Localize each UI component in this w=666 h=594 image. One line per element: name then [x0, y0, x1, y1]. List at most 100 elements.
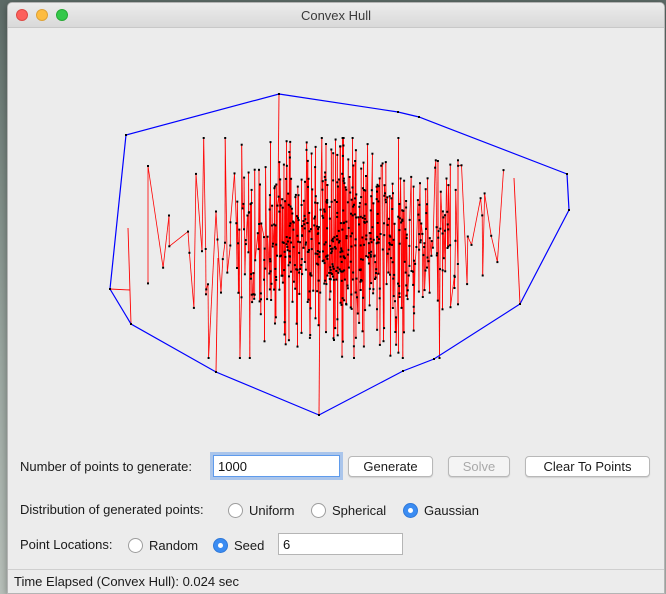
- point-marker: [241, 207, 244, 210]
- point-marker: [386, 196, 389, 199]
- point-marker: [374, 261, 377, 264]
- distribution-label: Distribution of generated points:: [20, 502, 204, 517]
- point-marker: [305, 148, 308, 151]
- point-marker: [381, 248, 384, 251]
- connection-line: [471, 198, 481, 245]
- point-marker: [378, 238, 380, 241]
- point-marker: [352, 164, 355, 167]
- point-marker: [342, 177, 345, 180]
- point-marker: [453, 275, 456, 278]
- point-marker: [328, 271, 331, 274]
- point-marker: [125, 134, 127, 136]
- point-marker: [221, 258, 224, 261]
- point-marker: [207, 283, 209, 286]
- minimize-window-button[interactable]: [36, 9, 48, 21]
- connection-line: [215, 257, 219, 373]
- point-marker: [263, 247, 266, 250]
- point-marker: [331, 237, 334, 240]
- point-marker: [295, 322, 298, 325]
- point-marker: [317, 263, 320, 266]
- point-marker: [412, 305, 415, 308]
- point-marker: [204, 248, 207, 250]
- clear-to-points-button[interactable]: Clear To Points: [525, 456, 650, 477]
- point-marker: [447, 184, 450, 187]
- point-marker: [300, 204, 303, 206]
- point-marker: [330, 239, 333, 242]
- points-count-input[interactable]: [213, 455, 340, 477]
- point-marker: [423, 289, 426, 292]
- point-marker: [376, 308, 378, 311]
- point-marker: [294, 196, 297, 199]
- point-marker: [288, 151, 291, 153]
- point-marker: [343, 269, 346, 272]
- point-marker: [354, 244, 357, 247]
- point-marker: [317, 226, 320, 229]
- point-marker: [296, 345, 299, 348]
- generate-button[interactable]: Generate: [348, 456, 433, 477]
- point-marker: [436, 252, 439, 255]
- solve-button[interactable]: Solve: [448, 456, 510, 477]
- point-marker: [286, 240, 289, 243]
- radio-indicator: [403, 503, 418, 518]
- point-marker: [357, 216, 360, 219]
- point-marker: [423, 242, 426, 245]
- point-marker: [147, 165, 149, 167]
- point-marker: [457, 164, 460, 167]
- point-marker: [298, 292, 301, 295]
- point-marker: [333, 339, 335, 341]
- point-marker: [299, 268, 302, 270]
- title-bar[interactable]: Convex Hull: [8, 3, 664, 28]
- connection-line: [513, 177, 521, 305]
- distribution-spherical-radio[interactable]: Spherical: [311, 502, 396, 520]
- point-marker: [309, 334, 312, 336]
- point-marker: [389, 235, 392, 238]
- point-marker: [453, 287, 456, 289]
- point-marker: [338, 240, 341, 242]
- point-marker: [340, 279, 343, 282]
- connection-line: [195, 173, 203, 252]
- point-marker: [341, 172, 344, 175]
- location-seed-radio[interactable]: Seed: [213, 537, 273, 555]
- point-marker: [268, 208, 271, 211]
- point-marker: [402, 370, 404, 372]
- zoom-window-button[interactable]: [56, 9, 68, 21]
- point-marker: [402, 209, 405, 212]
- point-marker: [377, 200, 380, 203]
- point-marker: [391, 208, 394, 210]
- point-marker: [371, 226, 374, 229]
- point-marker: [404, 228, 407, 231]
- point-marker: [444, 214, 446, 217]
- point-marker: [258, 223, 261, 225]
- point-marker: [321, 188, 324, 191]
- point-marker: [275, 183, 278, 186]
- point-marker: [270, 299, 273, 301]
- point-marker: [304, 218, 307, 221]
- point-marker: [436, 160, 439, 162]
- point-marker: [309, 307, 312, 310]
- hull-canvas[interactable]: [8, 28, 664, 448]
- seed-input[interactable]: [278, 533, 403, 555]
- close-window-button[interactable]: [16, 9, 28, 21]
- connection-line: [207, 284, 209, 359]
- point-marker: [392, 192, 394, 195]
- connection-line: [244, 240, 247, 275]
- point-marker: [310, 274, 313, 277]
- distribution-gaussian-radio[interactable]: Gaussian: [403, 502, 488, 520]
- point-marker: [337, 271, 340, 274]
- point-marker: [358, 202, 361, 204]
- point-marker: [417, 213, 420, 216]
- point-marker: [339, 145, 342, 148]
- point-marker: [490, 234, 493, 237]
- point-marker: [334, 247, 337, 250]
- location-random-radio[interactable]: Random: [128, 537, 203, 555]
- point-marker: [437, 236, 440, 239]
- point-marker: [306, 301, 309, 303]
- point-marker: [341, 154, 344, 157]
- point-marker: [302, 199, 305, 202]
- point-marker: [364, 217, 367, 220]
- point-marker: [418, 219, 421, 222]
- distribution-uniform-radio[interactable]: Uniform: [228, 502, 308, 520]
- point-marker: [376, 235, 379, 238]
- point-marker: [483, 192, 486, 195]
- point-marker: [320, 137, 323, 139]
